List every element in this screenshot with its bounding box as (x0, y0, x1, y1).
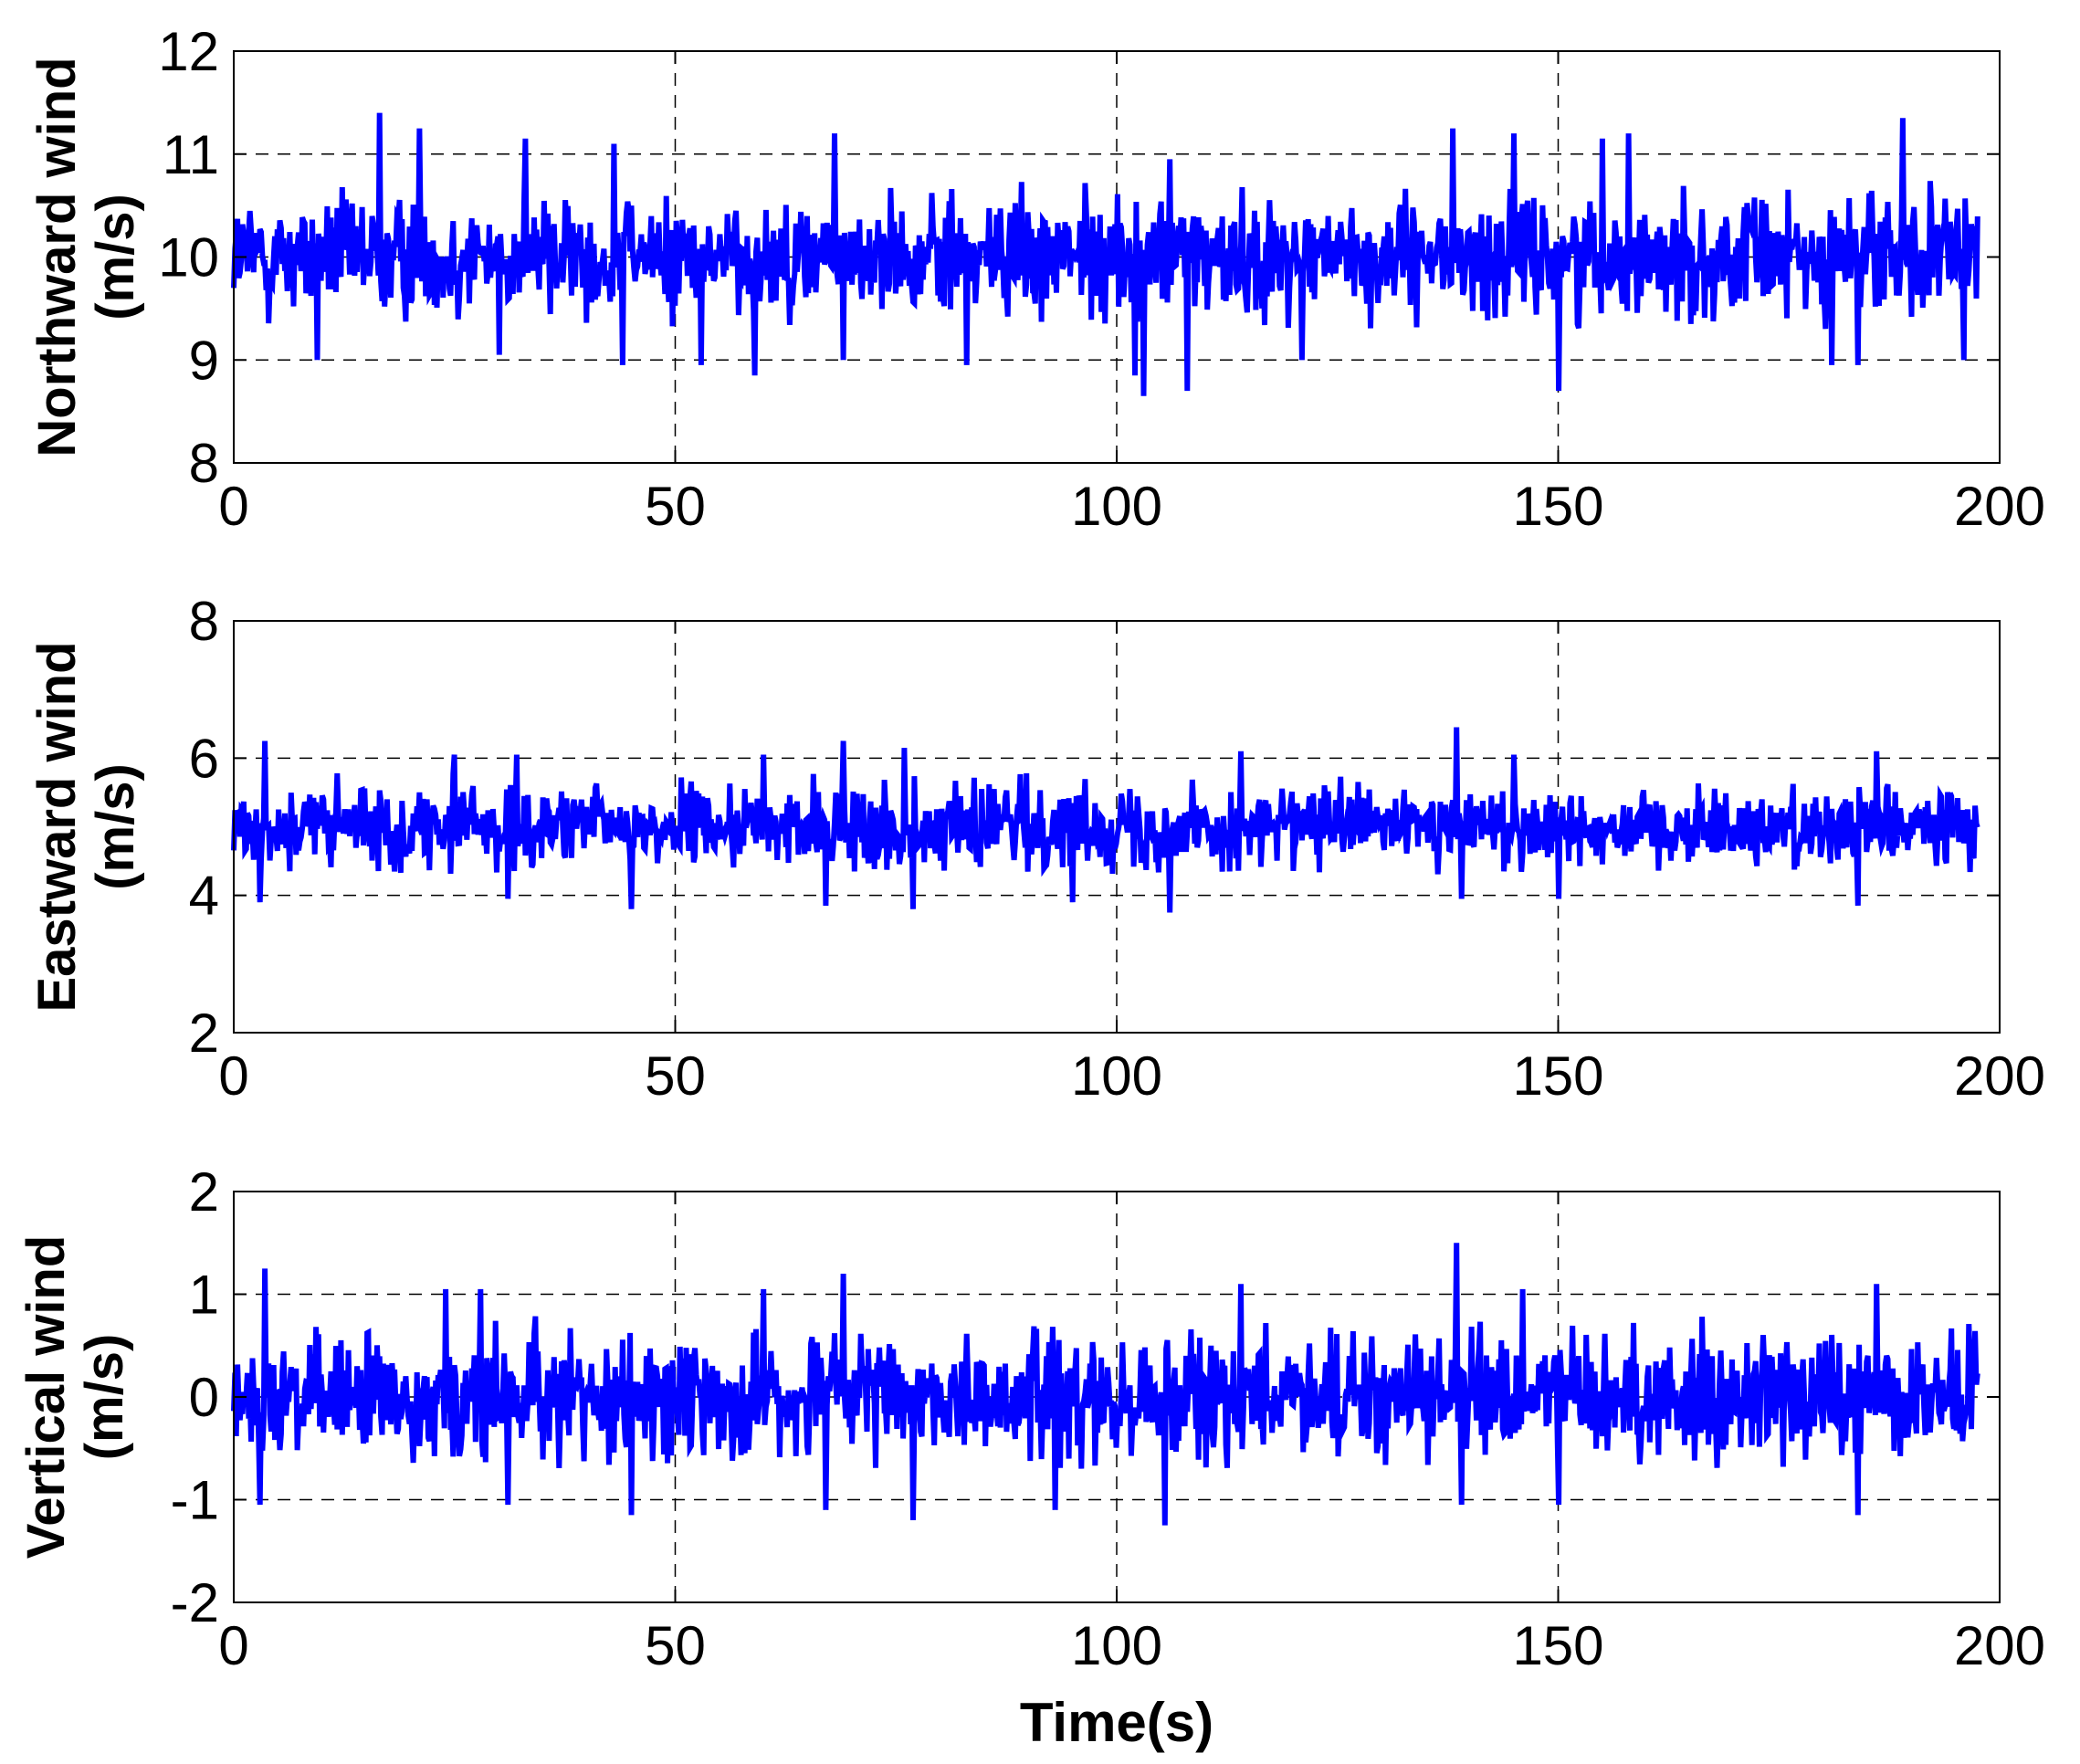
y-axis-label-line: Northward wind (27, 57, 87, 457)
y-tick-label: 9 (189, 330, 219, 391)
y-tick-label: 11 (163, 124, 219, 185)
x-tick-label: 200 (1954, 1615, 2045, 1676)
y-tick-label: 8 (189, 591, 219, 652)
y-axis-label-line: (m/s) (75, 1334, 134, 1461)
x-tick-label: 0 (218, 1045, 248, 1107)
y-axis-label: Northward wind(m/s) (27, 57, 145, 457)
y-axis-label-line: (m/s) (86, 763, 145, 890)
y-tick-label: 10 (158, 227, 219, 289)
x-tick-label: 0 (218, 1615, 248, 1676)
x-tick-label: 150 (1512, 1045, 1603, 1107)
y-tick-label: 12 (158, 21, 219, 82)
y-tick-label: 1 (189, 1265, 219, 1326)
y-tick-label: -2 (171, 1572, 219, 1633)
y-axis-label-line: (m/s) (86, 194, 145, 320)
y-tick-label: 8 (189, 433, 219, 494)
x-tick-label: 50 (645, 476, 706, 537)
y-tick-label: -1 (171, 1470, 219, 1531)
x-tick-label: 200 (1954, 476, 2045, 537)
x-tick-label: 100 (1071, 1045, 1162, 1107)
y-axis-label-line: Vertical wind (16, 1235, 76, 1559)
y-tick-label: 0 (189, 1367, 219, 1428)
x-tick-label: 50 (645, 1045, 706, 1107)
y-tick-label: 2 (189, 1161, 219, 1223)
x-tick-label: 50 (645, 1615, 706, 1676)
series-line-1 (231, 112, 1980, 396)
y-tick-label: 6 (189, 728, 219, 789)
y-axis-label-line: Eastward wind (27, 641, 87, 1012)
y-tick-label: 4 (189, 866, 219, 927)
x-tick-label: 0 (218, 476, 248, 537)
x-tick-label: 100 (1071, 476, 1162, 537)
x-tick-label: 200 (1954, 1045, 2045, 1107)
x-tick-label: 100 (1071, 1615, 1162, 1676)
x-tick-label: 150 (1512, 476, 1603, 537)
panel-2: 0 50 100 150 200 2 4 6 8 Eastward wind(m/s) (27, 591, 2045, 1107)
x-axis-label: Time(s) (1020, 1692, 1213, 1753)
x-tick-label: 150 (1512, 1615, 1603, 1676)
panel-3: 0 50 100 150 200 -2 -1 0 1 2 Vertical wind(m/s) Tim… (16, 1161, 2045, 1753)
series-line-1 (231, 1243, 1980, 1526)
y-axis-label: Eastward wind(m/s) (27, 641, 145, 1012)
series-line-1 (231, 727, 1980, 913)
y-tick-label: 2 (189, 1003, 219, 1064)
y-axis-label: Vertical wind(m/s) (16, 1235, 134, 1559)
